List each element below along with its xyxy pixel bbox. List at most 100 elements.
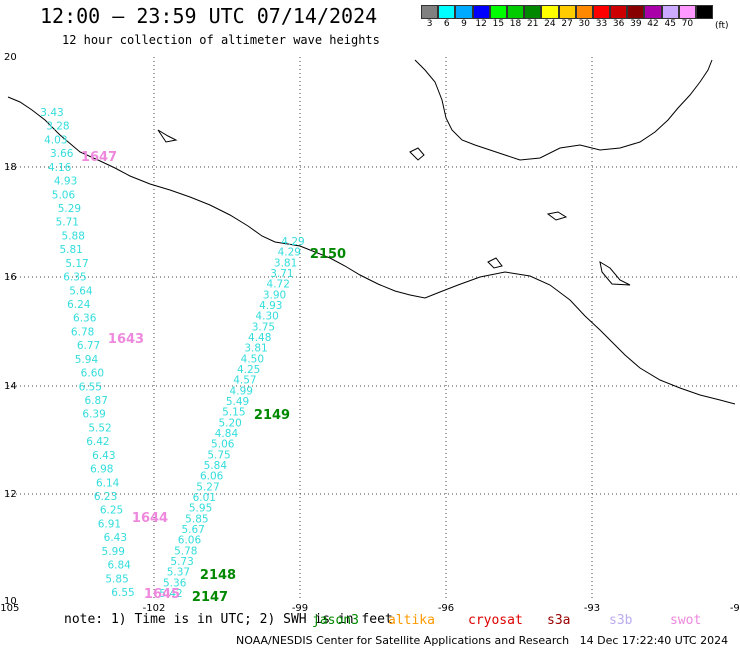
pass-time-label: 1644 <box>132 511 168 526</box>
colorbar-tick-label: 15 <box>492 19 505 29</box>
colorbar-tick-label: 27 <box>561 19 573 29</box>
track-value-label: 4.30 <box>255 311 278 323</box>
track-value-label: 4.48 <box>248 332 271 344</box>
colorbar-tick-label: 3 <box>426 19 433 29</box>
track-value-label: 6.43 <box>92 450 115 462</box>
wave-height-colorbar: 3 6 9 12 15 18 21 24 27 30 33 36 39 42 45 70 <box>421 5 714 29</box>
colorbar-swatch <box>524 5 542 19</box>
track-value-label: 5.71 <box>56 217 79 229</box>
track-value-label: 5.78 <box>174 545 197 557</box>
longitude-label: -93 <box>584 603 600 614</box>
map-title: 12:00 – 23:59 UTC 07/14/2024 <box>40 4 378 28</box>
track-value-label: 6.14 <box>96 477 120 489</box>
track-value-label: 5.73 <box>170 556 193 568</box>
island-1 <box>409 147 425 161</box>
track-value-label: 6.24 <box>67 299 91 311</box>
track-value-label: 5.95 <box>189 503 212 515</box>
track-value-label: 5.42 <box>159 588 182 600</box>
track-value-label: 5.27 <box>196 481 219 493</box>
track-value-label: 6.55 <box>111 587 134 599</box>
latitude-label: 18 <box>4 162 17 173</box>
longitude-label: -96 <box>438 603 454 614</box>
longitude-label: -105 <box>0 603 19 614</box>
island-3 <box>599 260 631 286</box>
track-value-label: 3.28 <box>46 121 69 133</box>
colorbar-swatch <box>558 5 576 19</box>
island-4 <box>487 257 503 269</box>
track-value-label: 6.36 <box>73 313 97 325</box>
altimeter-tracks: 3.433.284.033.664.164.935.065.295.715.88… <box>40 107 304 600</box>
track-value-label: 4.72 <box>267 279 290 291</box>
colorbar-tick-label: 6 <box>443 19 450 29</box>
pass-time-label: 1647 <box>81 150 117 165</box>
colorbar-swatch <box>696 5 714 19</box>
colorbar-tick-label: 30 <box>578 19 590 29</box>
coastline <box>7 59 736 405</box>
latitude-label: 12 <box>4 489 17 500</box>
colorbar-swatch <box>438 5 456 19</box>
colorbar-tick-label <box>696 19 713 29</box>
track-value-label: 4.29 <box>281 236 304 248</box>
colorbar-swatch <box>489 5 507 19</box>
pass-time-label: 1645 <box>144 587 180 602</box>
footer-note: note: 1) Time is in UTC; 2) SWH is in fe… <box>64 612 393 627</box>
track-value-label: 6.06 <box>178 535 202 547</box>
gulf-coastline <box>414 59 713 161</box>
colorbar-swatches <box>421 5 714 19</box>
track-value-label: 5.15 <box>222 407 245 419</box>
track-value-label: 5.52 <box>88 422 111 434</box>
track-value-label: 6.01 <box>193 492 216 504</box>
colorbar-tick-label: 33 <box>595 19 608 29</box>
track-value-label: 4.29 <box>278 247 301 259</box>
track-value-label: 3.81 <box>274 257 297 269</box>
track-value-label: 5.94 <box>75 354 99 366</box>
track-value-label: 5.67 <box>181 524 204 536</box>
colorbar-tick-label: 39 <box>630 19 642 29</box>
track-value-label: 5.81 <box>59 244 82 256</box>
pass-time-label: 2147 <box>192 590 228 605</box>
longitude-label: -99 <box>292 603 308 614</box>
track-value-label: 4.03 <box>44 134 67 146</box>
pass-time-label: 2150 <box>310 247 346 262</box>
track-value-label: 6.77 <box>77 340 100 352</box>
track-value-label: 5.06 <box>52 189 76 201</box>
track-value-label: 5.85 <box>185 513 208 525</box>
track-value-label: 5.84 <box>204 460 228 472</box>
satellite-legend-item: cryosat <box>468 613 523 628</box>
colorbar-tick-label: 12 <box>475 19 487 29</box>
pass-time-labels: 1647 1643 1644 1645 2150 2149 2148 2147 <box>81 150 346 605</box>
latitude-label: 10 <box>4 596 17 607</box>
longitude-label: -90 <box>730 603 740 614</box>
map-subtitle: 12 hour collection of altimeter wave hei… <box>62 33 380 47</box>
track-value-label: 6.25 <box>100 505 123 517</box>
colorbar-tick-label: 9 <box>461 19 467 29</box>
track-value-label: 5.85 <box>105 573 128 585</box>
track-value-label: 4.16 <box>48 162 72 174</box>
colorbar-swatch <box>678 5 696 19</box>
track-value-label: 5.99 <box>102 546 125 558</box>
track-value-label: 4.93 <box>54 176 77 188</box>
track-value-label: 6.55 <box>79 381 102 393</box>
track-value-label: 6.06 <box>200 471 224 483</box>
latitude-label: 20 <box>4 52 17 63</box>
colorbar-tick-label: 42 <box>647 19 659 29</box>
colorbar-tick-label: 70 <box>681 19 694 29</box>
island-5 <box>157 129 178 143</box>
track-value-label: 6.39 <box>82 409 105 421</box>
satellite-legend-item: jason3 <box>312 613 359 628</box>
track-value-label: 4.57 <box>233 375 256 387</box>
latitude-label: 14 <box>4 381 17 392</box>
track-value-label: 4.93 <box>259 300 282 312</box>
track-value-label: 6.78 <box>71 326 94 338</box>
colorbar-labels: 3 6 9 12 15 18 21 24 27 30 33 36 39 42 45 70 <box>421 19 713 29</box>
track-value-label: 5.36 <box>163 577 187 589</box>
track-value-label: 6.42 <box>86 436 109 448</box>
footer-credit: NOAA/NESDIS Center for Satellite Applica… <box>236 634 729 647</box>
colorbar-swatch <box>506 5 525 19</box>
colorbar-swatch <box>421 5 439 19</box>
mexico-pacific-coastline <box>7 96 736 405</box>
latitude-label: 16 <box>4 272 17 283</box>
satellite-legend-item: s3b <box>609 613 633 628</box>
track-value-label: 4.84 <box>215 428 239 440</box>
